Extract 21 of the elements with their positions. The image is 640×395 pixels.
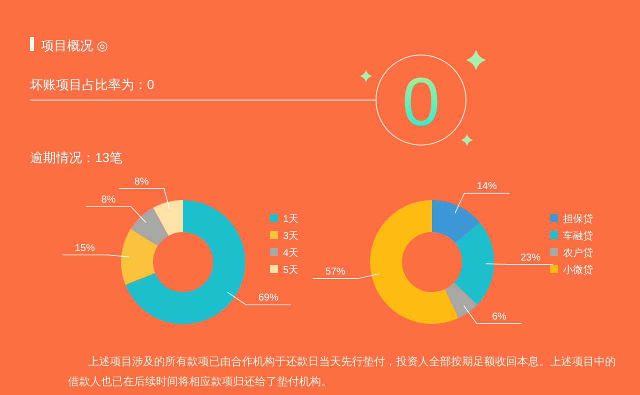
legend-label: 5天 bbox=[283, 265, 299, 276]
legend-label: 小微贷 bbox=[563, 264, 593, 276]
legend-label: 担保贷 bbox=[563, 213, 593, 225]
data-label: 8% bbox=[134, 176, 149, 188]
data-label: 8% bbox=[101, 194, 116, 206]
text: 逾期情况：13笔 bbox=[30, 150, 122, 165]
data-label: 57% bbox=[325, 266, 346, 278]
text: 0 bbox=[402, 64, 440, 140]
legend-label: 4天 bbox=[283, 248, 299, 259]
data-label: 69% bbox=[258, 292, 278, 304]
data-label: 15% bbox=[74, 242, 95, 254]
legend-label: 3天 bbox=[283, 231, 299, 242]
text: 坏账项目占比率为：0 bbox=[29, 77, 154, 92]
legend-label: 车融贷 bbox=[563, 230, 593, 242]
chart-title: 项目概况 ◎ bbox=[41, 38, 108, 53]
legend-label: 1天 bbox=[283, 214, 299, 225]
text: 上述项目涉及的所有款项已由合作机构于还款日当天先行垫付，投资人全部按期足额收回本息。上述项目中的借款人也已在后续时间将相应款项归还给了垫付机构。 bbox=[68, 354, 616, 390]
data-label: 14% bbox=[476, 181, 497, 192]
legend-label: 农户贷 bbox=[563, 247, 593, 259]
data-label: 6% bbox=[492, 311, 507, 322]
data-label: 23% bbox=[520, 252, 541, 264]
